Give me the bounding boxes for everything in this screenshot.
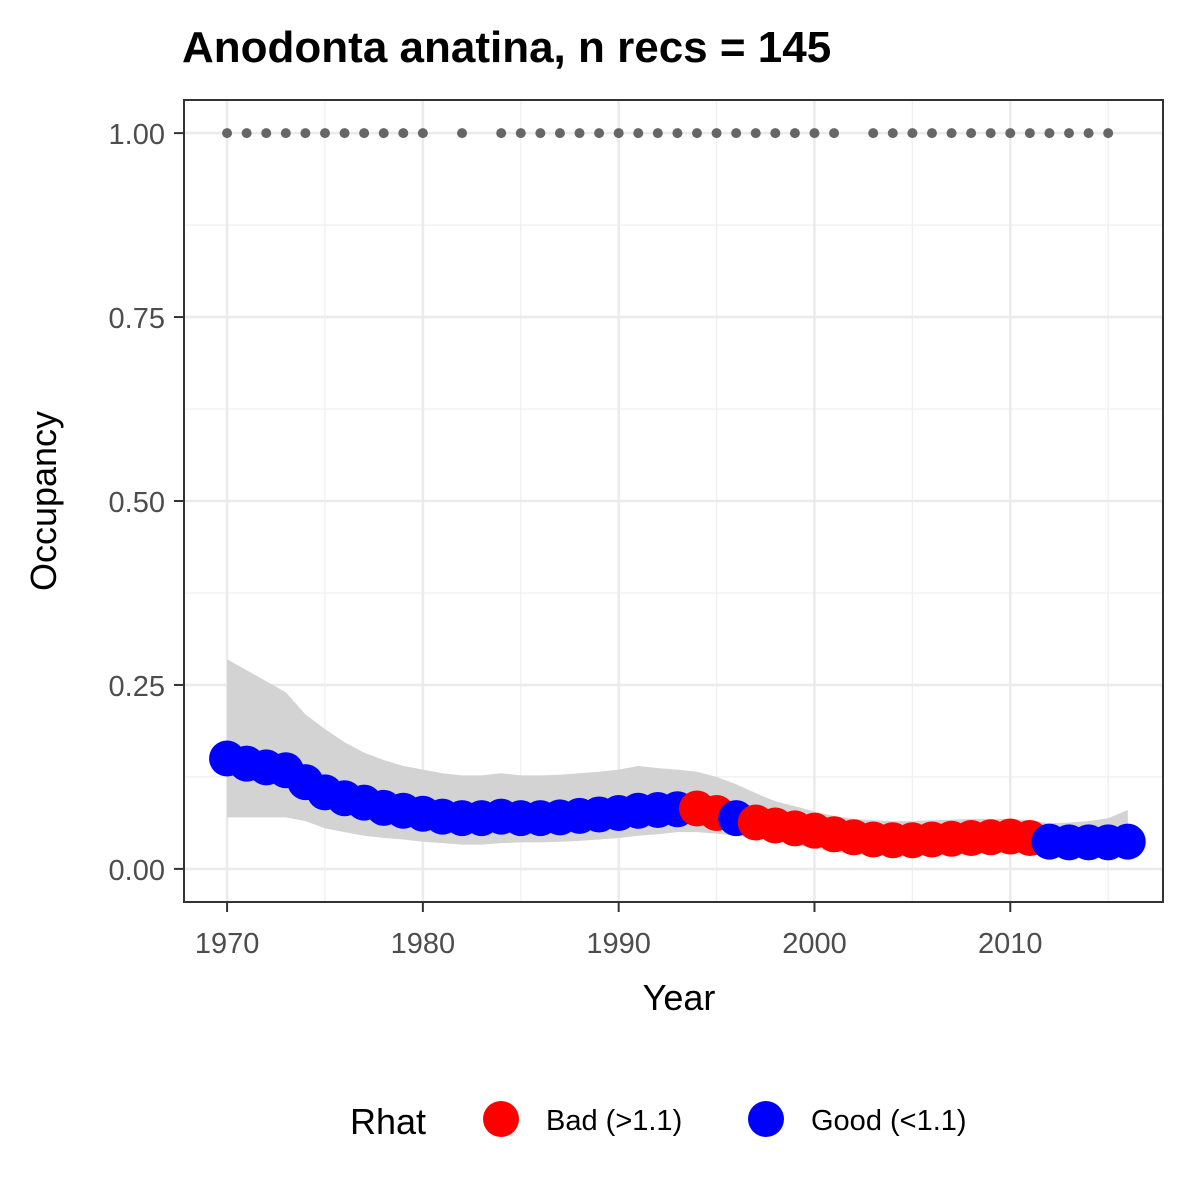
occupancy-point xyxy=(1109,823,1146,860)
x-tick-label: 2000 xyxy=(782,928,847,960)
record-point xyxy=(868,128,879,139)
record-point xyxy=(515,128,526,139)
record-point xyxy=(770,128,781,139)
record-point xyxy=(1005,128,1016,139)
record-point xyxy=(633,128,644,139)
record-point xyxy=(789,128,800,139)
record-point xyxy=(241,128,252,139)
y-tick-label: 0.50 xyxy=(109,487,165,519)
record-point xyxy=(907,128,918,139)
record-point xyxy=(1103,128,1114,139)
record-point xyxy=(966,128,977,139)
record-point xyxy=(672,128,683,139)
legend-key-good xyxy=(748,1101,784,1137)
chart-title: Anodonta anatina, n recs = 145 xyxy=(182,23,831,72)
record-point xyxy=(574,128,585,139)
record-point xyxy=(809,128,820,139)
record-point xyxy=(535,128,546,139)
y-tick-label: 0.25 xyxy=(109,671,165,703)
record-point xyxy=(946,128,957,139)
legend-title: Rhat xyxy=(350,1101,426,1142)
record-point xyxy=(496,128,507,139)
record-point xyxy=(1044,128,1055,139)
record-point xyxy=(1083,128,1094,139)
record-point xyxy=(887,128,898,139)
x-tick-label: 1990 xyxy=(586,928,651,960)
record-points-layer xyxy=(222,128,1114,139)
legend-key-bad xyxy=(483,1101,519,1137)
record-point xyxy=(222,128,233,139)
record-point xyxy=(926,128,937,139)
record-point xyxy=(359,128,370,139)
occupancy-points-layer xyxy=(209,740,1146,861)
record-point xyxy=(261,128,272,139)
record-point xyxy=(691,128,702,139)
record-point xyxy=(1024,128,1035,139)
legend-label-good: Good (<1.1) xyxy=(811,1105,967,1137)
record-point xyxy=(985,128,996,139)
legend: Rhat Bad (>1.1) Good (<1.1) xyxy=(350,1101,967,1142)
record-point xyxy=(417,128,428,139)
record-point xyxy=(457,128,468,139)
record-point xyxy=(300,128,311,139)
legend-label-bad: Bad (>1.1) xyxy=(546,1105,682,1137)
record-point xyxy=(829,128,840,139)
record-point xyxy=(339,128,350,139)
record-point xyxy=(711,128,722,139)
record-point xyxy=(594,128,605,139)
y-tick-label: 0.75 xyxy=(109,303,165,335)
record-point xyxy=(613,128,624,139)
y-tick-label: 0.00 xyxy=(109,855,165,887)
record-point xyxy=(398,128,409,139)
record-point xyxy=(1064,128,1075,139)
x-axis-title: Year xyxy=(643,977,716,1018)
y-tick-label: 1.00 xyxy=(109,119,165,151)
plot-panel xyxy=(183,99,1164,903)
x-tick-label: 1980 xyxy=(391,928,456,960)
record-point xyxy=(731,128,742,139)
record-point xyxy=(750,128,761,139)
x-tick-label: 1970 xyxy=(195,928,260,960)
record-point xyxy=(652,128,663,139)
record-point xyxy=(554,128,565,139)
y-axis-title: Occupancy xyxy=(23,411,64,591)
record-point xyxy=(378,128,389,139)
record-point xyxy=(319,128,330,139)
x-tick-label: 2010 xyxy=(978,928,1043,960)
x-axis: 1970 1980 1990 2000 2010 xyxy=(195,902,1043,960)
record-point xyxy=(280,128,291,139)
y-axis: 0.00 0.25 0.50 0.75 1.00 xyxy=(109,119,184,887)
